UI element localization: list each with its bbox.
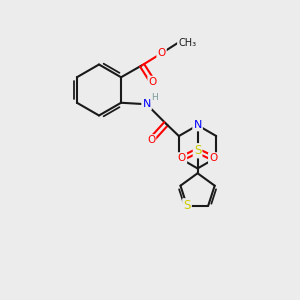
Text: O: O	[147, 135, 155, 145]
Text: S: S	[194, 144, 201, 157]
Text: N: N	[194, 120, 202, 130]
Text: O: O	[209, 153, 217, 163]
Text: CH₃: CH₃	[178, 38, 196, 48]
Text: O: O	[158, 48, 166, 58]
Text: S: S	[183, 199, 191, 212]
Text: O: O	[178, 153, 186, 163]
Text: H: H	[152, 93, 158, 102]
Text: O: O	[148, 77, 157, 87]
Text: N: N	[142, 99, 151, 109]
